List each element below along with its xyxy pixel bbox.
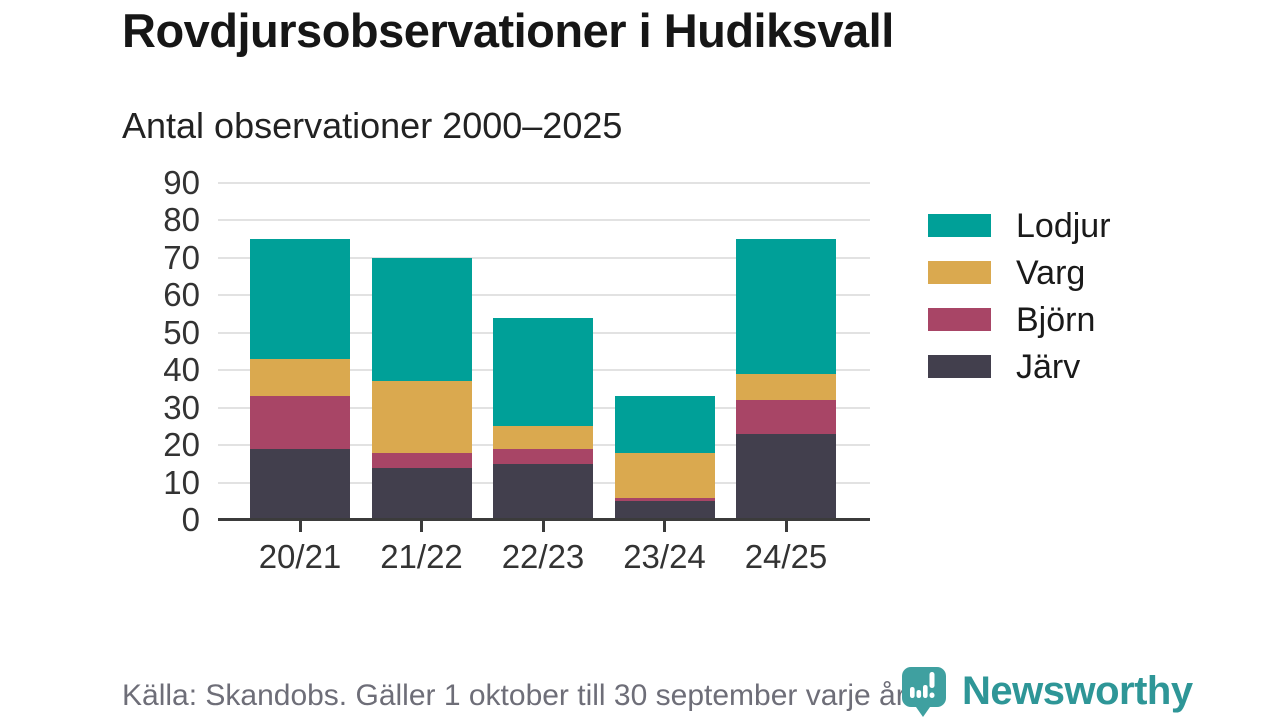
legend-swatch-varg xyxy=(928,261,991,284)
legend-label: Varg xyxy=(1016,253,1086,292)
bar-segment-björn-24-25 xyxy=(736,400,836,434)
legend-label: Björn xyxy=(1016,300,1096,339)
y-tick-label: 20 xyxy=(163,426,200,464)
y-tick-label: 50 xyxy=(163,313,200,351)
y-tick-label: 30 xyxy=(163,388,200,426)
gridline-70 xyxy=(218,256,870,259)
bar-segment-järv-20-21 xyxy=(250,448,350,520)
y-tick-label: 0 xyxy=(181,501,200,538)
bar-segment-varg-24-25 xyxy=(736,373,836,401)
y-tick-label: 60 xyxy=(163,276,200,314)
x-axis-line xyxy=(218,518,870,521)
bar-segment-lodjur-21-22 xyxy=(371,257,472,382)
x-axis-tick xyxy=(541,521,545,532)
x-tick-label: 23/24 xyxy=(623,538,706,575)
bar-segment-lodjur-20-21 xyxy=(250,239,350,359)
bar-segment-järv-23-24 xyxy=(614,501,715,520)
legend-item-varg: Varg xyxy=(928,256,1111,290)
legend-swatch-lodjur xyxy=(928,214,991,237)
legend-item-lodjur: Lodjur xyxy=(928,209,1111,243)
x-axis-tick xyxy=(298,521,302,532)
bar-segment-järv-21-22 xyxy=(371,467,472,520)
gridline-80 xyxy=(218,219,870,222)
bar-segment-lodjur-24-25 xyxy=(736,239,836,374)
bar-segment-järv-22-23 xyxy=(493,463,593,520)
x-tick-label: 20/21 xyxy=(258,538,342,575)
bar-segment-björn-23-24 xyxy=(614,497,715,502)
gridline-60 xyxy=(218,294,870,297)
gridline-90 xyxy=(218,182,870,184)
y-tick-label: 10 xyxy=(163,463,200,501)
legend-swatch-björn xyxy=(928,308,991,331)
x-tick-label: 21/22 xyxy=(380,538,463,575)
bar-segment-björn-20-21 xyxy=(250,396,350,449)
bar-segment-varg-23-24 xyxy=(614,452,715,498)
x-tick-label: 22/23 xyxy=(501,538,585,575)
x-tick-label: 24/25 xyxy=(744,538,828,575)
x-axis-tick xyxy=(663,521,666,532)
x-axis-tick xyxy=(420,521,423,532)
x-axis-tick xyxy=(784,521,788,532)
y-tick-label: 40 xyxy=(163,351,200,389)
source-note: Källa: Skandobs. Gäller 1 oktober till 3… xyxy=(122,679,913,712)
y-tick-label: 90 xyxy=(163,164,200,201)
newsworthy-wordmark: Newsworthy xyxy=(962,669,1193,713)
legend-swatch-järv xyxy=(928,355,991,378)
newsworthy-brand: Newsworthy xyxy=(901,666,1193,718)
legend-item-björn: Björn xyxy=(928,303,1111,337)
bar-segment-lodjur-22-23 xyxy=(493,317,593,427)
legend-item-järv: Järv xyxy=(928,350,1111,384)
chart-title: Rovdjursobservationer i Hudiksvall xyxy=(122,4,894,57)
y-tick-label: 80 xyxy=(163,201,200,239)
bar-segment-björn-22-23 xyxy=(493,448,593,464)
y-tick-label: 70 xyxy=(163,238,200,276)
bar-segment-järv-24-25 xyxy=(736,433,836,520)
legend-label: Järv xyxy=(1016,347,1081,386)
legend: Lodjur Varg Björn Järv xyxy=(928,209,1111,402)
legend-label: Lodjur xyxy=(1016,206,1111,245)
plot-area xyxy=(218,182,870,521)
bar-segment-varg-22-23 xyxy=(493,426,593,449)
chart-subtitle: Antal observationer 2000–2025 xyxy=(122,105,623,146)
bar-chart-speech-bubble-icon xyxy=(902,667,946,717)
bar-segment-varg-20-21 xyxy=(250,359,350,397)
bar-segment-varg-21-22 xyxy=(371,381,472,453)
bar-segment-björn-21-22 xyxy=(371,452,472,468)
bar-segment-lodjur-23-24 xyxy=(614,396,715,453)
